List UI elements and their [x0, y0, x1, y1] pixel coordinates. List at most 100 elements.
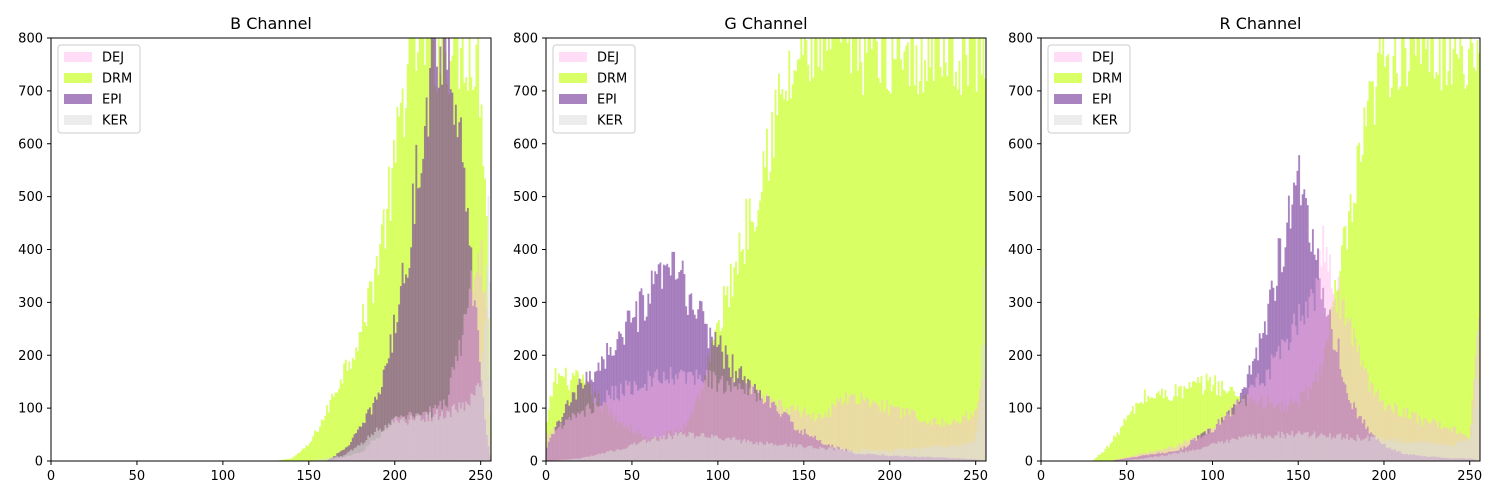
histogram-bar [1406, 407, 1409, 461]
histogram-bar [1125, 420, 1127, 461]
legend-swatch [559, 52, 587, 62]
histogram-bar [747, 378, 749, 461]
histogram-bar [1342, 381, 1345, 461]
histogram-bar [798, 412, 801, 461]
legend-swatch [64, 52, 92, 62]
histogram-bar [827, 38, 830, 461]
histogram-bar [1166, 396, 1169, 461]
histogram-bar [833, 38, 835, 461]
histogram-bar [1238, 401, 1241, 461]
legend-box [1047, 44, 1131, 134]
histogram-bar [1318, 435, 1321, 461]
histogram-bar [626, 447, 629, 461]
histogram-bar [429, 68, 431, 461]
y-tick-label: 500 [513, 190, 538, 205]
histogram-bar [590, 455, 593, 461]
histogram-bar [728, 385, 731, 461]
histogram-bar [358, 445, 361, 461]
histogram-bar [1423, 38, 1426, 461]
histogram-bar [1447, 71, 1450, 461]
histogram-bar [876, 41, 878, 461]
histogram-bar [669, 275, 672, 461]
histogram-bar [468, 245, 471, 461]
histogram-bar [585, 456, 588, 461]
histogram-bar [1287, 195, 1290, 461]
histogram-bar [769, 407, 772, 461]
histogram-bar [888, 91, 890, 461]
histogram-bar [1133, 413, 1136, 461]
histogram-bar [649, 376, 651, 461]
histogram-bar [564, 419, 567, 461]
histogram-bar [1137, 454, 1139, 461]
histogram-bar [360, 331, 363, 461]
histogram-bar [948, 447, 951, 461]
histogram-bar [884, 409, 887, 461]
histogram-bar [472, 292, 474, 461]
histogram-bar [437, 87, 440, 461]
histogram-bar [1238, 403, 1241, 461]
subplot-b-channel: 0 50 100 150 200 2500100200300400500600700800… [18, 14, 493, 484]
histogram-bar [1433, 441, 1436, 461]
histogram-bar [972, 38, 975, 461]
histogram-bar [783, 444, 786, 461]
histogram-bar [674, 432, 677, 461]
histogram-bar [362, 422, 364, 461]
histogram-bar [1214, 375, 1217, 461]
histogram-bar [888, 451, 890, 461]
histogram-bar [979, 403, 981, 461]
histogram-bar [726, 354, 729, 461]
histogram-bar [695, 435, 698, 461]
histogram-bar [1104, 449, 1107, 461]
histogram-bar [822, 38, 825, 461]
histogram-bar [1231, 407, 1234, 461]
histogram-bar [1215, 443, 1218, 461]
histogram-bar [698, 300, 701, 461]
histogram-bar [1419, 64, 1422, 461]
histogram-bar [796, 59, 799, 461]
histogram-bar [836, 398, 839, 461]
histogram-bar [1157, 391, 1160, 461]
histogram-bar [695, 369, 698, 461]
histogram-bar [425, 411, 428, 461]
histogram-bar [786, 446, 789, 461]
histogram-bar [855, 38, 858, 461]
histogram-bar [1349, 437, 1352, 461]
histogram-bar [1366, 372, 1369, 461]
histogram-bar [755, 441, 758, 461]
histogram-bar [633, 442, 636, 461]
histogram-bar [599, 454, 602, 461]
y-tick-label: 300 [513, 296, 538, 311]
histogram-bar [896, 38, 899, 461]
legend-label: DEJ [597, 51, 619, 66]
histogram-bar [1221, 417, 1223, 461]
histogram-bar [551, 433, 554, 461]
histogram-bar [736, 440, 739, 461]
histogram-bar [685, 383, 688, 461]
histogram-bar [1478, 384, 1480, 461]
histogram-bar [1370, 381, 1373, 461]
histogram-bar [601, 452, 603, 461]
histogram-bar [729, 439, 732, 461]
histogram-bar [1344, 438, 1347, 461]
histogram-bar [1366, 435, 1369, 461]
histogram-bar [1341, 376, 1343, 461]
histogram-bar [1121, 459, 1124, 461]
y-tick-label: 200 [513, 349, 538, 364]
histogram-bar [939, 66, 942, 461]
histogram-bar [635, 384, 638, 461]
histogram-bar [891, 405, 894, 461]
legend-label: EPI [597, 93, 617, 108]
histogram-bar [381, 224, 383, 461]
histogram-bar [955, 444, 957, 461]
histogram-bar [1162, 398, 1165, 461]
histogram-bar [1267, 369, 1270, 461]
histogram-bar [461, 162, 464, 461]
histogram-bar [886, 400, 889, 461]
histogram-bar [826, 449, 829, 461]
histogram-bar [1135, 459, 1138, 461]
histogram-bar [645, 390, 648, 461]
histogram-bar [647, 440, 650, 461]
histogram-bar [1418, 440, 1421, 461]
histogram-bar [882, 412, 885, 461]
histogram-bar [442, 418, 445, 461]
